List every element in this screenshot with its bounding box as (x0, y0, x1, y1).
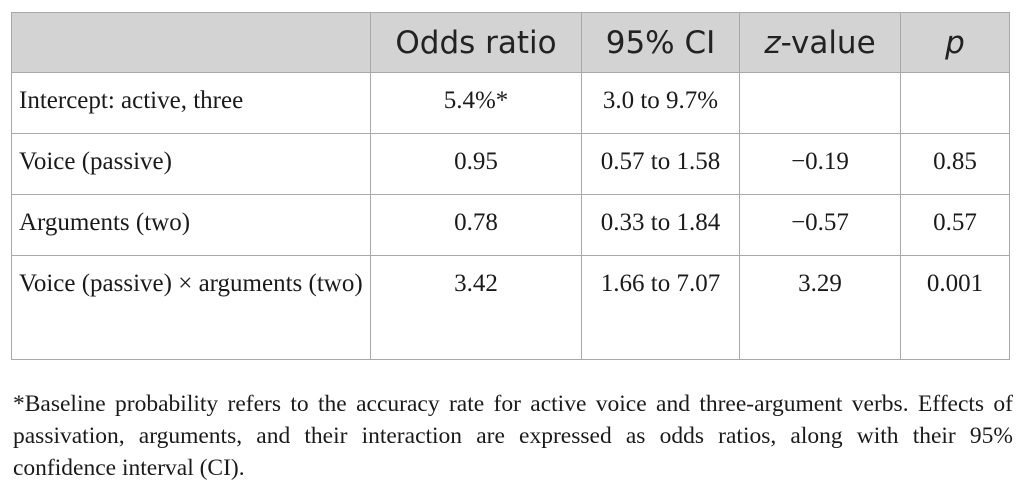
odds-ratio-cell: 5.4%* (370, 72, 582, 134)
p-value-cell: 0.001 (900, 255, 1010, 360)
odds-ratio-cell: 3.42 (370, 255, 582, 360)
header-95-ci: 95% CI (581, 12, 740, 73)
z-value-cell: 3.29 (739, 255, 901, 360)
header-z-value: z-value (739, 12, 901, 73)
header-p: p (900, 12, 1010, 73)
row-label: Intercept: active, three (11, 72, 371, 134)
ci-cell: 0.33 to 1.84 (581, 194, 740, 256)
footnote-text: *Baseline probability refers to the accu… (13, 391, 1013, 481)
table-row: Voice (passive) 0.95 0.57 to 1.58 −0.19 … (11, 133, 1010, 195)
header-odds-ratio: Odds ratio (370, 12, 582, 73)
ci-cell: 1.66 to 7.07 (581, 255, 740, 360)
z-value-cell (739, 72, 901, 134)
table-header: Odds ratio 95% CI z-value p (11, 12, 1010, 73)
header-empty-cell (11, 12, 371, 73)
results-table-container: Odds ratio 95% CI z-value p Intercept: a… (11, 12, 1010, 360)
row-label: Voice (passive) × arguments (two) (11, 255, 371, 360)
regression-results-table: Odds ratio 95% CI z-value p Intercept: a… (11, 12, 1010, 360)
p-value-cell: 0.57 (900, 194, 1010, 256)
p-value-cell (900, 72, 1010, 134)
table-row: Arguments (two) 0.78 0.33 to 1.84 −0.57 … (11, 194, 1010, 256)
table-row: Voice (passive) × arguments (two) 3.42 1… (11, 255, 1010, 360)
odds-ratio-cell: 0.78 (370, 194, 582, 256)
z-value-cell: −0.57 (739, 194, 901, 256)
ci-cell: 0.57 to 1.58 (581, 133, 740, 195)
header-z-letter: z (764, 24, 781, 61)
header-z-suffix: -value (780, 24, 876, 61)
p-value-cell: 0.85 (900, 133, 1010, 195)
ci-cell: 3.0 to 9.7% (581, 72, 740, 134)
row-label: Voice (passive) (11, 133, 371, 195)
header-row: Odds ratio 95% CI z-value p (11, 12, 1010, 73)
row-label: Arguments (two) (11, 194, 371, 256)
table-row: Intercept: active, three 5.4%* 3.0 to 9.… (11, 72, 1010, 134)
table-footnote: *Baseline probability refers to the accu… (13, 388, 1013, 484)
table-body: Intercept: active, three 5.4%* 3.0 to 9.… (11, 72, 1010, 360)
z-value-cell: −0.19 (739, 133, 901, 195)
odds-ratio-cell: 0.95 (370, 133, 582, 195)
